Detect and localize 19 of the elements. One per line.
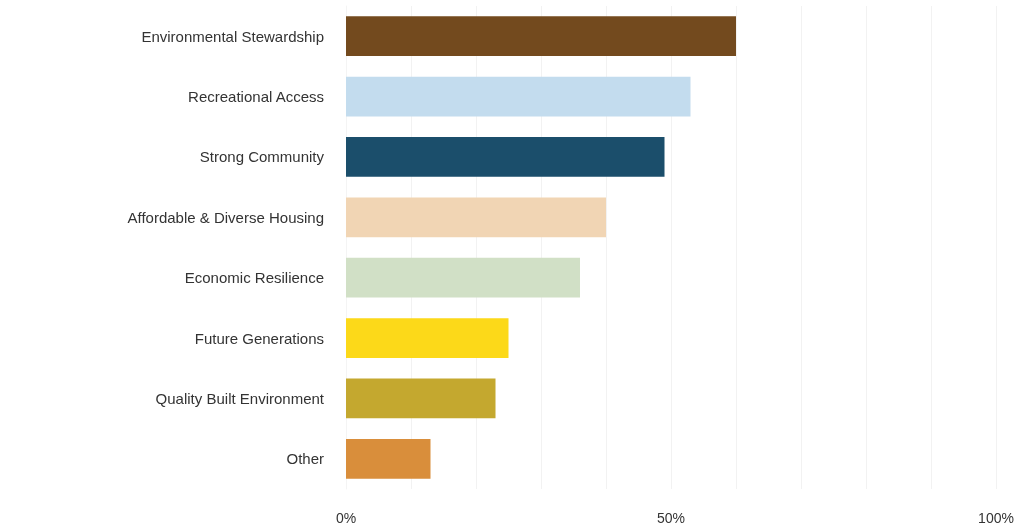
bar — [346, 378, 496, 419]
y-tick-label: Environmental Stewardship — [141, 27, 324, 45]
bar — [346, 197, 606, 238]
x-tick-label: 0% — [335, 510, 357, 526]
y-tick-label: Other — [286, 450, 324, 468]
x-tick-label: 50% — [656, 510, 686, 526]
y-tick-label: Recreational Access — [188, 88, 324, 106]
bar — [346, 76, 691, 117]
bar — [346, 137, 665, 177]
y-tick-label: Economic Resilience — [184, 269, 324, 287]
y-tick-label: Quality Built Environment — [155, 389, 325, 407]
bar — [346, 438, 431, 479]
x-tick-label: 100% — [978, 510, 1014, 526]
y-tick-label: Affordable & Diverse Housing — [127, 208, 324, 226]
y-tick-label: Future Generations — [194, 329, 324, 347]
bar — [346, 16, 736, 57]
bar — [346, 257, 580, 298]
y-tick-label: Strong Community — [199, 148, 325, 166]
bar — [346, 318, 509, 358]
